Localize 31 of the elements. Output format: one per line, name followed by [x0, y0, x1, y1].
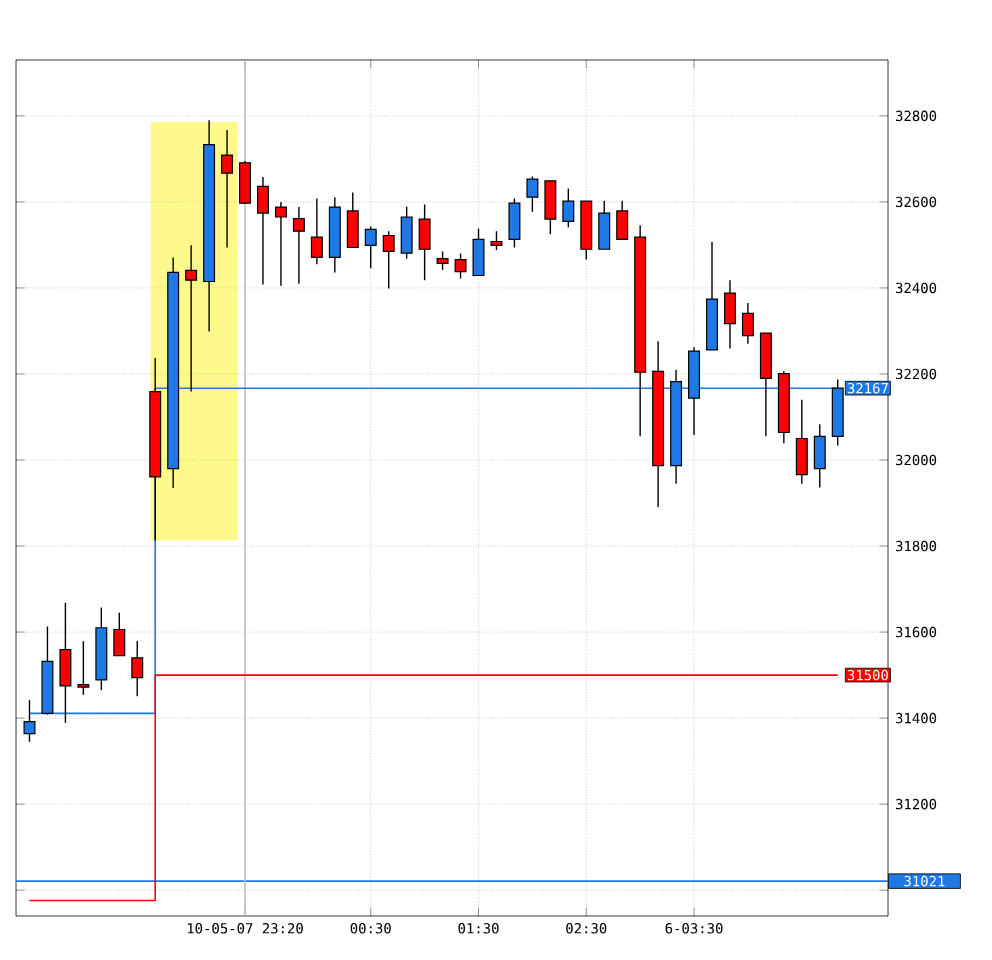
candlestick [221, 129, 234, 249]
candlestick [77, 640, 90, 696]
candlestick [239, 160, 251, 205]
candlestick [256, 176, 269, 286]
candlestick [562, 187, 575, 228]
candlestick [616, 199, 629, 241]
candlestick [113, 612, 126, 657]
candlestick [472, 227, 485, 277]
candlestick [400, 205, 413, 260]
candlestick [274, 201, 287, 287]
candlestick [59, 602, 72, 724]
candlestick [741, 302, 754, 345]
candlestick [364, 225, 377, 269]
candlestick [436, 250, 449, 271]
candlestick [382, 230, 395, 290]
candlestick [544, 179, 557, 235]
candlestick [346, 191, 359, 249]
candlestick [418, 203, 431, 281]
candlestick [185, 244, 198, 393]
candlestick [454, 252, 467, 280]
candlestick [813, 423, 826, 489]
candlestick [508, 197, 521, 249]
candlestick [598, 199, 611, 250]
candlestick [292, 206, 305, 285]
candlestick [723, 279, 736, 350]
candlestick [131, 640, 144, 697]
candlestick [526, 175, 539, 213]
candlestick [310, 197, 323, 265]
candlestick [795, 399, 808, 485]
candlestick [759, 332, 772, 438]
candlestick [490, 230, 503, 251]
